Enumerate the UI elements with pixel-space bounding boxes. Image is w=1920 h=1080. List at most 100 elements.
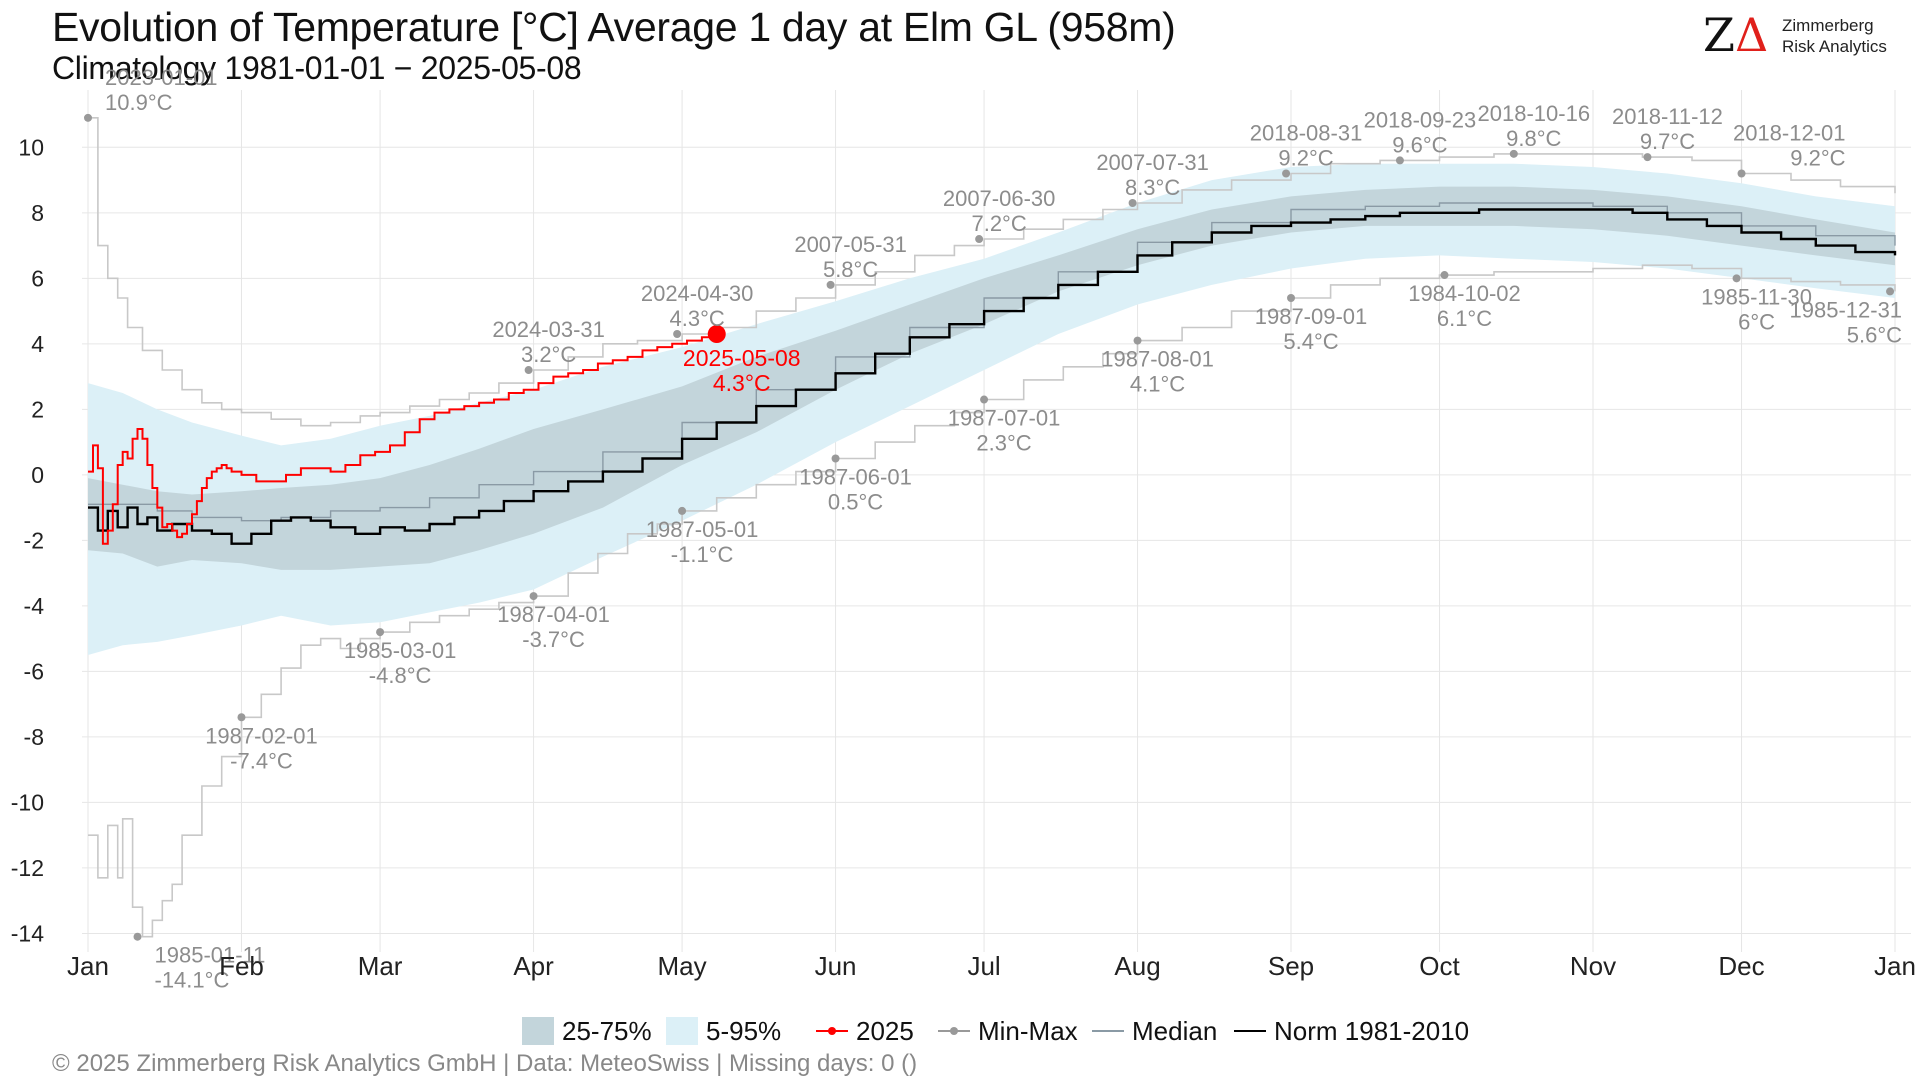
extreme-point — [673, 330, 682, 339]
annotation-value: -7.4°C — [230, 748, 293, 773]
logo-delta: Δ — [1734, 8, 1769, 62]
legend-item-2025: 2025 — [816, 1014, 914, 1048]
annotation-date: 1987-06-01 — [799, 464, 912, 489]
annotation-value: 8.3°C — [1125, 175, 1180, 200]
y-tick-label: -10 — [11, 789, 44, 815]
annotation-value: 10.9°C — [105, 90, 173, 115]
x-tick-label: Jun — [815, 951, 857, 981]
extreme-point — [1737, 169, 1746, 178]
extreme-point — [1395, 156, 1404, 165]
percentile-bands — [88, 163, 1895, 655]
extreme-point — [1643, 153, 1652, 162]
logo-z: Z — [1703, 8, 1735, 62]
annotation-value: 0.5°C — [828, 489, 883, 514]
extreme-point — [831, 454, 840, 463]
annotation-value: 5.4°C — [1283, 329, 1338, 354]
y-tick-label: 8 — [31, 200, 44, 226]
annotation-date: 1987-04-01 — [497, 602, 610, 627]
x-tick-label: Mar — [358, 951, 403, 981]
annotation-date: 2018-12-01 — [1733, 121, 1846, 146]
median-line — [88, 202, 1896, 522]
series-lines — [88, 117, 1897, 938]
legend-dot — [828, 1027, 836, 1035]
logo-line1: Zimmerberg — [1782, 16, 1874, 35]
chart-title: Evolution of Temperature [°C] Average 1 … — [52, 4, 1176, 50]
annotation-value: -14.1°C — [155, 968, 230, 993]
legend-key-min-max — [938, 1017, 970, 1045]
x-tick-label: May — [658, 951, 707, 981]
annotation-value: 7.2°C — [971, 211, 1026, 236]
y-tick-label: -8 — [24, 724, 44, 750]
extreme-point — [678, 506, 687, 515]
annotation-value: 6.1°C — [1437, 306, 1492, 331]
annotation-date: 1985-11-30 — [1701, 284, 1812, 309]
annotation-value: 9.7°C — [1640, 129, 1695, 154]
extreme-point — [237, 713, 246, 722]
band-5-95 — [88, 163, 1895, 655]
axis-labels: 10 8 6 4 2 0 -2 -4 -6 -8 -10 -12 -14 Jan Feb Mar Apr May J… — [11, 134, 1916, 981]
annotation-value: -3.7°C — [522, 627, 585, 652]
legend-label: Min-Max — [978, 1015, 1078, 1046]
extreme-point — [1128, 198, 1137, 207]
annotation-date: 1987-02-01 — [205, 723, 318, 748]
annotation-date: 1987-09-01 — [1255, 304, 1368, 329]
extreme-point — [1133, 336, 1142, 345]
annotation-date: 1985-03-01 — [344, 638, 457, 663]
extreme-point — [84, 113, 92, 122]
extreme-point — [524, 366, 533, 375]
legend-key-2025 — [816, 1017, 848, 1045]
annotation-value: 4.3°C — [669, 306, 724, 331]
annotation-value: 6°C — [1738, 309, 1775, 334]
y-tick-label: -6 — [24, 658, 44, 684]
x-tick-label: Nov — [1570, 951, 1616, 981]
annotation-date: 2024-03-31 — [492, 317, 605, 342]
annotation-date: 1987-05-01 — [646, 517, 759, 542]
legend-item-5-95: 5-95% — [666, 1014, 781, 1048]
legend-line — [1092, 1030, 1124, 1032]
annotation-date: 2018-09-23 — [1364, 107, 1477, 132]
annotation-value: 2.3°C — [976, 431, 1031, 456]
x-tick-label: Sep — [1268, 951, 1314, 981]
y-tick-label: -4 — [24, 593, 45, 619]
legend-item-median: Median — [1092, 1014, 1217, 1048]
extreme-point — [1287, 293, 1296, 302]
legend-label: Median — [1132, 1015, 1218, 1046]
x-tick-label: Jan — [1874, 951, 1916, 981]
legend-item-25-75: 25-75% — [522, 1014, 652, 1048]
extreme-point — [1440, 271, 1449, 280]
extreme-point — [133, 932, 142, 941]
y-tick-label: 4 — [31, 331, 44, 357]
legend-line — [1234, 1030, 1266, 1032]
annotation-date: 1985-12-31 — [1790, 297, 1903, 322]
extreme-point — [376, 628, 385, 637]
legend-label: 5-95% — [706, 1015, 782, 1046]
annotation-value: 5.8°C — [823, 257, 878, 282]
band-25-75 — [88, 186, 1895, 570]
legend-key-25-75 — [522, 1017, 554, 1045]
annotation-value: 4.1°C — [1130, 372, 1185, 397]
annotation-value: 5.6°C — [1847, 322, 1902, 347]
legend-dot — [950, 1027, 958, 1035]
x-tick-label: Oct — [1419, 951, 1460, 981]
extreme-points — [84, 113, 1895, 941]
legend-key-norm — [1234, 1017, 1266, 1045]
legend-label: 2025 — [856, 1015, 914, 1046]
annotation-date: 2007-07-31 — [1096, 150, 1209, 175]
legend-label: 25-75% — [562, 1015, 652, 1046]
annotation-date: 2007-05-31 — [794, 232, 907, 257]
annotation-date: 1987-07-01 — [948, 406, 1061, 431]
annotation-date: 2024-04-30 — [641, 281, 754, 306]
current-point — [707, 325, 726, 344]
annotation-date: 1984-10-02 — [1408, 281, 1521, 306]
extreme-point — [826, 280, 835, 289]
x-tick-label: Aug — [1114, 951, 1160, 981]
y-tick-label: 2 — [31, 396, 44, 422]
annotation-date: 1987-08-01 — [1101, 347, 1214, 372]
annotation-date: 2007-06-30 — [943, 186, 1056, 211]
annotation-value: 9.6°C — [1392, 132, 1447, 157]
annotation-value: 9.2°C — [1278, 146, 1333, 171]
current-date: 2025-05-08 — [683, 345, 801, 371]
legend: 25-75% 5-95% 2025 Min-Max Median Norm 19… — [0, 1014, 1920, 1048]
current-year-line — [88, 334, 718, 545]
legend-label: Norm 1981-2010 — [1274, 1015, 1470, 1046]
